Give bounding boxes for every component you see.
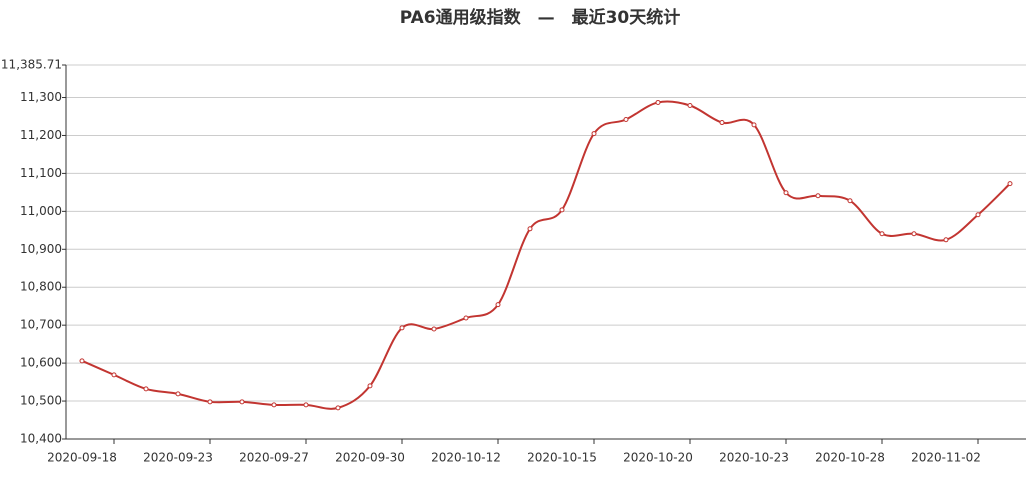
point xyxy=(719,120,725,126)
point xyxy=(463,315,469,321)
x-tick-label: 2020-10-12 xyxy=(431,451,501,465)
point xyxy=(655,99,661,105)
point xyxy=(367,383,373,389)
point xyxy=(271,402,277,408)
point xyxy=(143,386,149,392)
y-tick-label: 11,100 xyxy=(20,166,62,180)
point xyxy=(847,198,853,204)
x-tick-label: 2020-10-20 xyxy=(623,451,693,465)
point xyxy=(911,231,917,237)
point xyxy=(111,372,117,378)
x-tick-label: 2020-09-30 xyxy=(335,451,405,465)
x-tick-label: 2020-11-02 xyxy=(911,451,981,465)
x-tick-label: 2020-09-23 xyxy=(143,451,213,465)
y-tick-label: 11,200 xyxy=(20,128,62,142)
point xyxy=(687,102,693,108)
point xyxy=(335,405,341,411)
x-tick-label: 2020-09-27 xyxy=(239,451,309,465)
point xyxy=(943,237,949,243)
point xyxy=(1007,181,1013,187)
chart-title: PA6通用级指数 — 最近30天统计 xyxy=(400,7,681,28)
point xyxy=(751,122,757,128)
point xyxy=(879,231,885,237)
y-tick-label: 10,700 xyxy=(20,318,62,332)
x-tick-label: 2020-10-28 xyxy=(815,451,885,465)
x-tick-label: 2020-10-23 xyxy=(719,451,789,465)
point xyxy=(431,326,437,332)
point xyxy=(399,325,405,331)
x-tick-label: 2020-10-15 xyxy=(527,451,597,465)
point xyxy=(303,402,309,408)
point xyxy=(815,193,821,199)
point xyxy=(975,212,981,218)
y-tick-label: 10,600 xyxy=(20,356,62,370)
point xyxy=(527,226,533,232)
y-tick-label: 10,400 xyxy=(20,432,62,446)
x-tick-label: 2020-09-18 xyxy=(47,451,117,465)
point xyxy=(207,399,213,405)
y-tick-label: 11,000 xyxy=(20,204,62,218)
y-tick-label: 10,500 xyxy=(20,394,62,408)
y-tick-label: 10,800 xyxy=(20,280,62,294)
point xyxy=(623,117,629,123)
point xyxy=(79,358,85,364)
point xyxy=(591,131,597,137)
point xyxy=(495,302,501,308)
y-tick-label: 11,300 xyxy=(20,90,62,104)
point xyxy=(175,391,181,397)
y-tick-label: 10,900 xyxy=(20,242,62,256)
point xyxy=(239,399,245,405)
point xyxy=(559,207,565,213)
point xyxy=(783,190,789,196)
y-tick-label: 11,385.71 xyxy=(1,58,62,72)
